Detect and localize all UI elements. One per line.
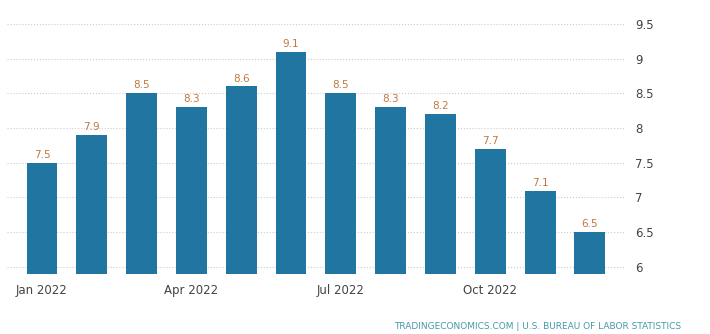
Text: 9.1: 9.1 [283, 39, 300, 49]
Text: 8.2: 8.2 [432, 101, 449, 111]
Text: 8.5: 8.5 [133, 80, 150, 91]
Bar [325, 93, 356, 334]
Text: 8.5: 8.5 [332, 80, 349, 91]
Text: 7.5: 7.5 [33, 150, 50, 160]
Text: 8.6: 8.6 [233, 73, 249, 84]
Bar [26, 163, 58, 334]
Text: 7.7: 7.7 [482, 136, 498, 146]
Bar [126, 93, 157, 334]
Bar [425, 114, 456, 334]
Bar [275, 51, 307, 334]
Text: 6.5: 6.5 [581, 219, 599, 229]
Bar [574, 232, 606, 334]
Bar [77, 135, 107, 334]
Text: 8.3: 8.3 [183, 95, 200, 104]
Text: 7.1: 7.1 [532, 178, 548, 188]
Text: 8.3: 8.3 [383, 95, 399, 104]
Bar [226, 86, 257, 334]
Text: 7.9: 7.9 [84, 122, 100, 132]
Text: TRADINGECONOMICS.COM | U.S. BUREAU OF LABOR STATISTICS: TRADINGECONOMICS.COM | U.S. BUREAU OF LA… [395, 322, 682, 331]
Bar [475, 149, 506, 334]
Bar [176, 107, 207, 334]
Bar [525, 190, 555, 334]
Bar [375, 107, 406, 334]
